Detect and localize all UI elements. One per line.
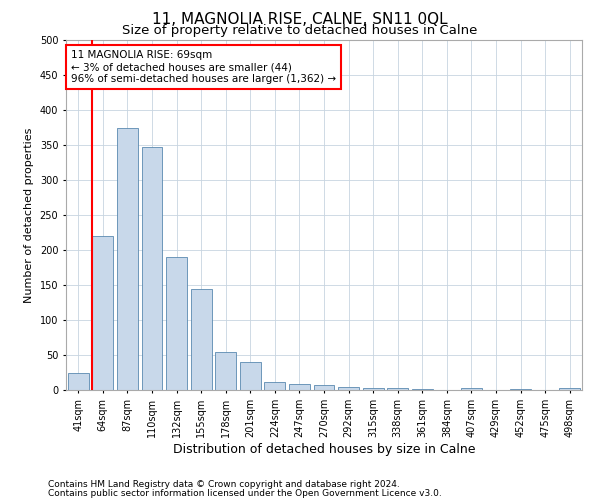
Bar <box>559 388 580 390</box>
Bar <box>191 289 212 390</box>
Bar <box>215 352 236 390</box>
Text: Size of property relative to detached houses in Calne: Size of property relative to detached ho… <box>122 24 478 37</box>
Bar <box>240 362 261 390</box>
Bar <box>314 385 334 390</box>
Bar <box>362 388 383 390</box>
Text: 11, MAGNOLIA RISE, CALNE, SN11 0QL: 11, MAGNOLIA RISE, CALNE, SN11 0QL <box>152 12 448 28</box>
Text: Contains HM Land Registry data © Crown copyright and database right 2024.: Contains HM Land Registry data © Crown c… <box>48 480 400 489</box>
Bar <box>338 387 359 390</box>
Text: Contains public sector information licensed under the Open Government Licence v3: Contains public sector information licen… <box>48 488 442 498</box>
Y-axis label: Number of detached properties: Number of detached properties <box>24 128 34 302</box>
Bar <box>265 382 286 390</box>
Bar <box>92 236 113 390</box>
Bar <box>387 388 408 390</box>
Bar <box>142 147 163 390</box>
Bar <box>166 257 187 390</box>
Bar <box>289 384 310 390</box>
Bar <box>461 388 482 390</box>
X-axis label: Distribution of detached houses by size in Calne: Distribution of detached houses by size … <box>173 442 475 456</box>
Bar <box>117 128 138 390</box>
Text: 11 MAGNOLIA RISE: 69sqm
← 3% of detached houses are smaller (44)
96% of semi-det: 11 MAGNOLIA RISE: 69sqm ← 3% of detached… <box>71 50 336 84</box>
Bar <box>68 372 89 390</box>
